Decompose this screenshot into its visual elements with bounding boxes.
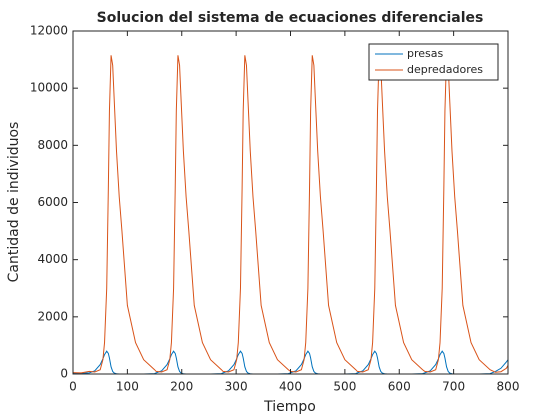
y-tick-label: 12000 xyxy=(30,24,68,38)
legend: presas depredadores xyxy=(368,43,499,81)
x-axis-label: Tiempo xyxy=(263,399,316,415)
y-tick-label: 10000 xyxy=(30,81,68,95)
x-tick-label: 700 xyxy=(442,380,465,394)
x-tick-label: 800 xyxy=(497,380,520,394)
legend-label: depredadores xyxy=(407,63,483,76)
x-tick-label: 100 xyxy=(116,380,139,394)
x-tick-label: 500 xyxy=(333,380,356,394)
legend-box xyxy=(368,43,499,81)
x-tick-label: 400 xyxy=(279,380,302,394)
y-tick-label: 8000 xyxy=(37,138,68,152)
data-line xyxy=(72,55,509,374)
y-tick-label: 6000 xyxy=(37,195,68,209)
y-tick-label: 4000 xyxy=(37,252,68,266)
y-tick-label: 0 xyxy=(60,367,68,381)
x-tick-label: 0 xyxy=(69,380,77,394)
x-tick-label: 600 xyxy=(388,380,411,394)
y-tick-label: 2000 xyxy=(37,309,68,323)
chart-title: Solucion del sistema de ecuaciones difer… xyxy=(97,10,484,26)
x-tick-label: 300 xyxy=(225,380,248,394)
y-axis-label: Cantidad de individuos xyxy=(6,122,22,283)
x-tick-label: 200 xyxy=(170,380,193,394)
legend-label: presas xyxy=(407,47,444,60)
